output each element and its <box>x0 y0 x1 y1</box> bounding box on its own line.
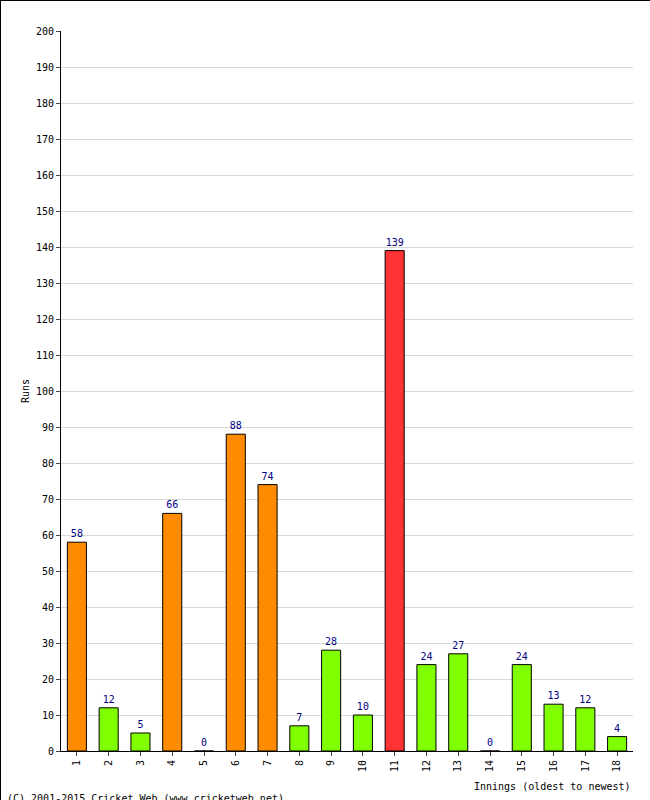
svg-text:60: 60 <box>42 530 54 541</box>
svg-text:13: 13 <box>548 690 560 701</box>
svg-text:7: 7 <box>296 712 302 723</box>
svg-text:110: 110 <box>36 350 54 361</box>
svg-text:130: 130 <box>36 278 54 289</box>
svg-text:160: 160 <box>36 170 54 181</box>
svg-text:12: 12 <box>579 694 591 705</box>
svg-text:15: 15 <box>516 760 527 772</box>
svg-text:9: 9 <box>325 760 336 766</box>
svg-text:74: 74 <box>262 471 274 482</box>
svg-text:1: 1 <box>71 760 82 766</box>
svg-text:12: 12 <box>421 760 432 772</box>
svg-text:6: 6 <box>230 760 241 766</box>
svg-text:3: 3 <box>135 760 146 766</box>
svg-text:10: 10 <box>357 760 368 772</box>
svg-text:(C) 2001-2015 Cricket Web (www: (C) 2001-2015 Cricket Web (www.cricketwe… <box>7 793 284 800</box>
svg-text:120: 120 <box>36 314 54 325</box>
svg-text:80: 80 <box>42 458 54 469</box>
svg-text:13: 13 <box>452 760 463 772</box>
svg-text:70: 70 <box>42 494 54 505</box>
svg-text:150: 150 <box>36 206 54 217</box>
svg-text:10: 10 <box>42 710 54 721</box>
svg-text:28: 28 <box>325 636 337 647</box>
svg-text:24: 24 <box>420 651 432 662</box>
svg-text:10: 10 <box>357 701 369 712</box>
svg-text:0: 0 <box>48 746 54 757</box>
svg-text:5: 5 <box>137 719 143 730</box>
svg-text:27: 27 <box>452 640 464 651</box>
svg-text:4: 4 <box>166 760 177 766</box>
svg-text:30: 30 <box>42 638 54 649</box>
svg-text:11: 11 <box>389 760 400 772</box>
svg-text:0: 0 <box>201 737 207 748</box>
svg-text:2: 2 <box>103 760 114 766</box>
svg-text:5: 5 <box>198 760 209 766</box>
svg-text:17: 17 <box>580 760 591 772</box>
svg-text:20: 20 <box>42 674 54 685</box>
svg-text:190: 190 <box>36 62 54 73</box>
svg-text:24: 24 <box>516 651 528 662</box>
svg-text:8: 8 <box>294 760 305 766</box>
svg-text:139: 139 <box>386 237 404 248</box>
svg-text:0: 0 <box>487 737 493 748</box>
svg-text:140: 140 <box>36 242 54 253</box>
svg-text:200: 200 <box>36 26 54 37</box>
svg-text:40: 40 <box>42 602 54 613</box>
svg-text:18: 18 <box>611 760 622 772</box>
svg-text:170: 170 <box>36 134 54 145</box>
svg-text:50: 50 <box>42 566 54 577</box>
svg-text:16: 16 <box>548 760 559 772</box>
svg-text:88: 88 <box>230 420 242 431</box>
svg-text:180: 180 <box>36 98 54 109</box>
svg-text:14: 14 <box>484 760 495 772</box>
svg-text:66: 66 <box>166 499 178 510</box>
svg-text:4: 4 <box>614 723 620 734</box>
svg-text:58: 58 <box>71 528 83 539</box>
svg-text:7: 7 <box>262 760 273 766</box>
svg-text:Innings (oldest to newest): Innings (oldest to newest) <box>474 781 631 792</box>
svg-text:100: 100 <box>36 386 54 397</box>
svg-text:90: 90 <box>42 422 54 433</box>
svg-text:Runs: Runs <box>20 379 31 403</box>
svg-text:12: 12 <box>103 694 115 705</box>
